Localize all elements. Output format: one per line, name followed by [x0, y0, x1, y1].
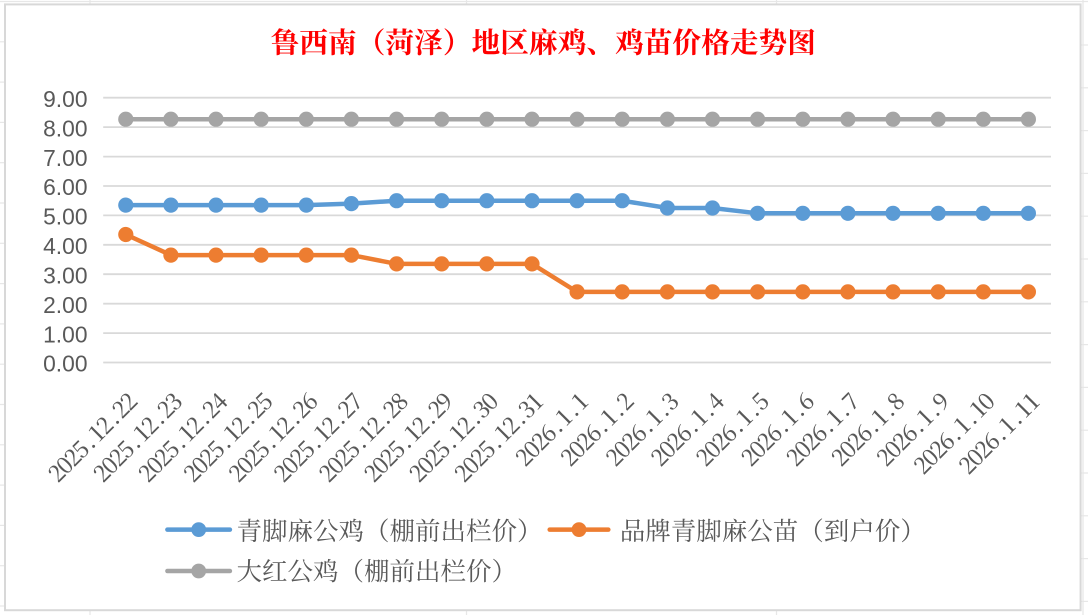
svg-text:8.00: 8.00: [43, 115, 87, 141]
svg-text:4.00: 4.00: [43, 233, 87, 259]
svg-text:6.00: 6.00: [43, 174, 87, 200]
svg-text:0.00: 0.00: [43, 351, 87, 377]
svg-text:3.00: 3.00: [43, 262, 87, 288]
svg-text:5.00: 5.00: [43, 204, 87, 230]
svg-text:2.00: 2.00: [43, 292, 87, 318]
svg-text:9.00: 9.00: [43, 86, 87, 112]
svg-text:7.00: 7.00: [43, 145, 87, 171]
svg-text:1.00: 1.00: [43, 321, 87, 347]
